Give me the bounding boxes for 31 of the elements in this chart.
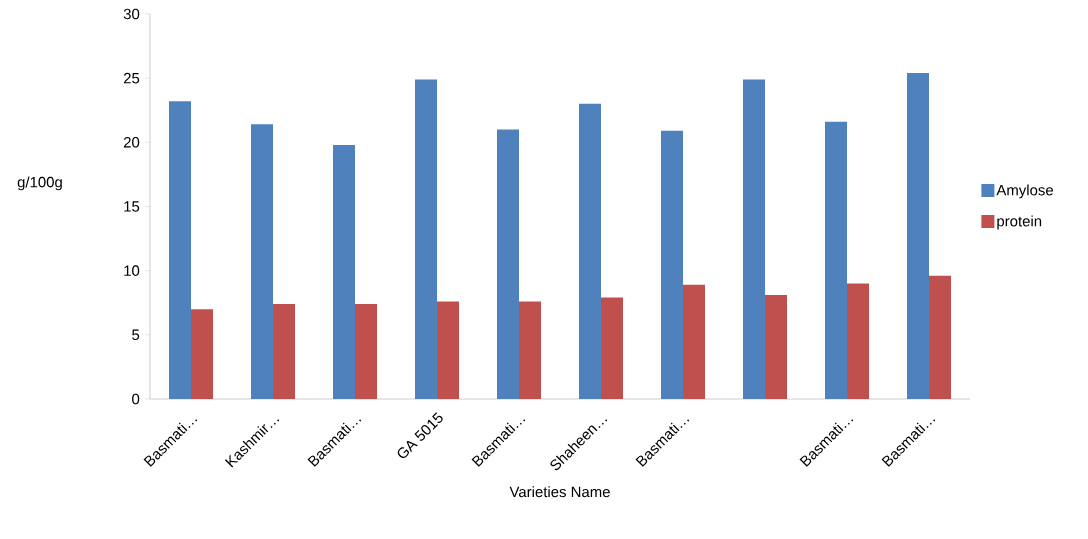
x-axis-title: Varieties Name bbox=[509, 486, 610, 498]
y-tick-label: 0 bbox=[132, 393, 140, 405]
legend-label: Amylose bbox=[996, 184, 1054, 199]
y-tick-label: 5 bbox=[132, 329, 140, 341]
legend-label: protein bbox=[997, 215, 1042, 230]
bar bbox=[191, 309, 213, 399]
bar bbox=[601, 297, 623, 399]
bar bbox=[519, 301, 541, 399]
bar bbox=[929, 275, 952, 399]
y-tick-label: 30 bbox=[123, 8, 140, 20]
bar bbox=[251, 124, 273, 399]
bar bbox=[825, 121, 848, 399]
bar bbox=[333, 144, 355, 399]
bar bbox=[765, 295, 788, 399]
y-tick-label: 15 bbox=[124, 201, 140, 212]
bar bbox=[907, 73, 930, 399]
bar bbox=[661, 130, 684, 399]
bar bbox=[579, 103, 601, 399]
y-axis-title: g/100g bbox=[17, 176, 62, 191]
bar bbox=[355, 304, 377, 399]
bar bbox=[169, 101, 191, 399]
bar bbox=[683, 284, 706, 399]
bar bbox=[743, 79, 766, 399]
bar bbox=[497, 129, 519, 399]
y-tick-label: 20 bbox=[123, 137, 140, 148]
bar bbox=[437, 301, 459, 399]
bar bbox=[415, 79, 437, 399]
y-tick-label: 10 bbox=[124, 265, 140, 276]
y-tick-label: 25 bbox=[123, 72, 140, 84]
bar bbox=[847, 283, 870, 399]
bar bbox=[273, 304, 295, 399]
